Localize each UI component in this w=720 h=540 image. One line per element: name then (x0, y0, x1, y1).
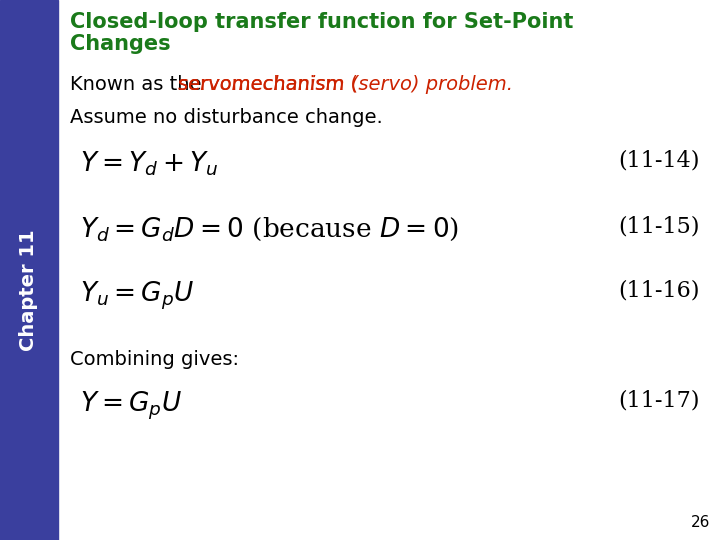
Text: 26: 26 (690, 515, 710, 530)
Text: (11-15): (11-15) (618, 215, 700, 237)
Text: Chapter 11: Chapter 11 (19, 229, 38, 351)
Text: servomechanism (​: servomechanism (​ (178, 75, 358, 94)
Text: Assume no disturbance change.: Assume no disturbance change. (70, 108, 383, 127)
Text: $Y_u = G_p U$: $Y_u = G_p U$ (80, 280, 194, 312)
Text: $Y = G_p U$: $Y = G_p U$ (80, 390, 182, 422)
Text: (11-16): (11-16) (618, 280, 700, 302)
Text: Changes: Changes (70, 34, 171, 54)
Text: $Y = Y_d + Y_u$: $Y = Y_d + Y_u$ (80, 150, 218, 179)
Text: Closed-loop transfer function for Set-Point: Closed-loop transfer function for Set-Po… (70, 12, 573, 32)
Bar (0, 0, 58, 540)
Text: $Y_d = G_d D = 0$ (because $D = 0$): $Y_d = G_d D = 0$ (because $D = 0$) (80, 215, 459, 243)
Text: Combining gives:: Combining gives: (70, 350, 239, 369)
Text: (11-17): (11-17) (618, 390, 700, 412)
Text: (11-14): (11-14) (618, 150, 700, 172)
Text: Known as the: Known as the (70, 75, 208, 94)
Text: servomechanism (servo) problem.: servomechanism (servo) problem. (178, 75, 513, 94)
